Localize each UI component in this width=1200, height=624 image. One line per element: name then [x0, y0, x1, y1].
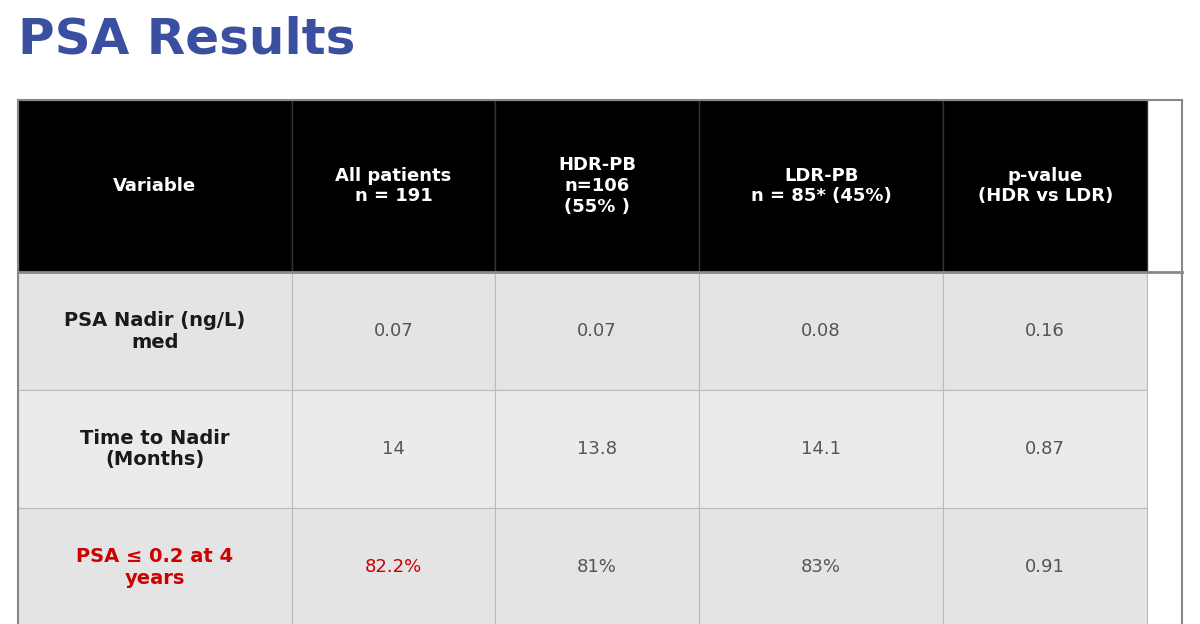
- Text: 0.07: 0.07: [373, 322, 413, 340]
- Text: Time to Nadir
(Months): Time to Nadir (Months): [80, 429, 229, 469]
- Bar: [18, 272, 292, 390]
- Bar: [18, 100, 292, 272]
- Text: Variable: Variable: [113, 177, 197, 195]
- Text: p-value
(HDR vs LDR): p-value (HDR vs LDR): [978, 167, 1112, 205]
- Text: 0.07: 0.07: [577, 322, 617, 340]
- Bar: [698, 272, 943, 390]
- Text: PSA Results: PSA Results: [18, 15, 355, 63]
- Text: 82.2%: 82.2%: [365, 558, 422, 576]
- Text: 13.8: 13.8: [577, 440, 617, 458]
- Bar: [292, 390, 496, 508]
- Bar: [18, 508, 292, 624]
- Text: 0.91: 0.91: [1025, 558, 1066, 576]
- Text: 0.08: 0.08: [802, 322, 841, 340]
- Text: HDR-PB
n=106
(55% ): HDR-PB n=106 (55% ): [558, 156, 636, 216]
- Text: 83%: 83%: [802, 558, 841, 576]
- Text: 14: 14: [382, 440, 404, 458]
- Bar: [496, 390, 698, 508]
- Bar: [943, 508, 1147, 624]
- Text: 0.16: 0.16: [1025, 322, 1066, 340]
- Bar: [292, 100, 496, 272]
- Text: LDR-PB
n = 85* (45%): LDR-PB n = 85* (45%): [751, 167, 892, 205]
- Bar: [943, 390, 1147, 508]
- Bar: [292, 508, 496, 624]
- Text: 14.1: 14.1: [802, 440, 841, 458]
- Bar: [496, 272, 698, 390]
- Bar: [496, 100, 698, 272]
- Bar: [943, 272, 1147, 390]
- Text: 81%: 81%: [577, 558, 617, 576]
- Bar: [943, 100, 1147, 272]
- Text: PSA Nadir (ng/L)
med: PSA Nadir (ng/L) med: [64, 311, 245, 351]
- Bar: [698, 508, 943, 624]
- Bar: [496, 508, 698, 624]
- Bar: [292, 272, 496, 390]
- Bar: [18, 390, 292, 508]
- Text: 0.87: 0.87: [1025, 440, 1066, 458]
- Bar: [698, 390, 943, 508]
- Text: PSA ≤ 0.2 at 4
years: PSA ≤ 0.2 at 4 years: [77, 547, 233, 588]
- Bar: [698, 100, 943, 272]
- Text: All patients
n = 191: All patients n = 191: [335, 167, 451, 205]
